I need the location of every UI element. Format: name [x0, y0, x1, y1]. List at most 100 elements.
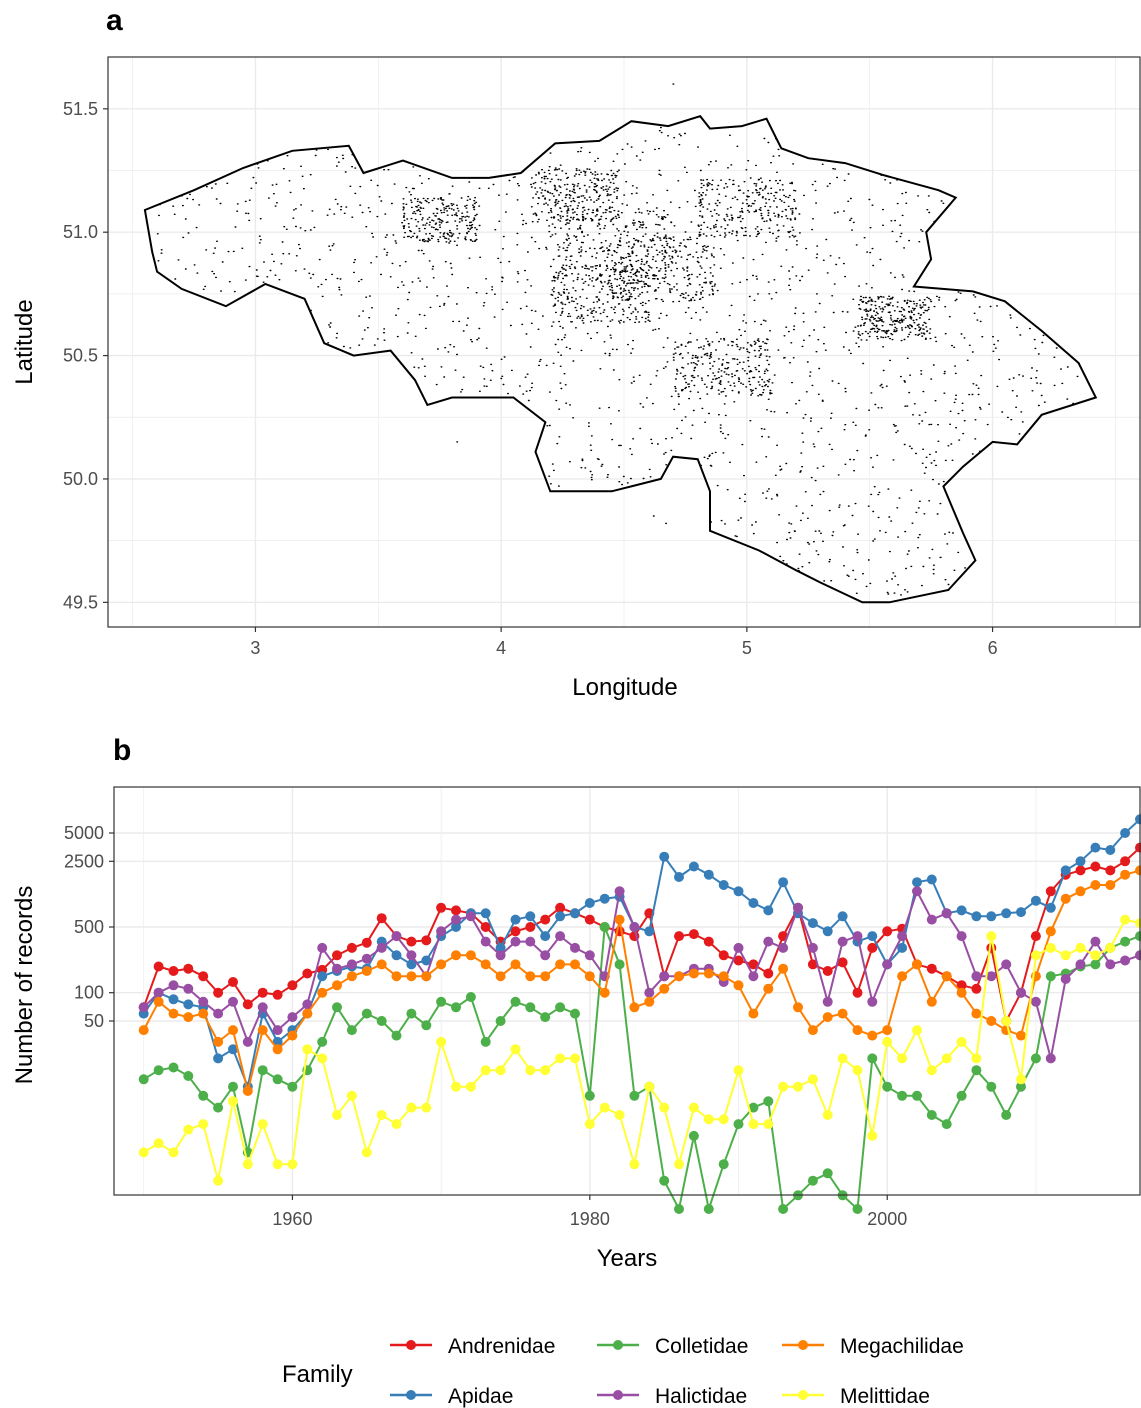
data-point	[1045, 971, 1056, 982]
data-point	[346, 971, 357, 982]
data-point	[837, 957, 848, 968]
data-point	[436, 996, 447, 1007]
data-point	[674, 931, 684, 942]
data-point	[555, 959, 566, 970]
data-point	[837, 936, 848, 947]
data-point	[168, 994, 179, 1005]
data-point	[421, 971, 432, 982]
data-point	[570, 942, 580, 953]
data-point	[317, 1036, 328, 1047]
data-point	[1120, 936, 1131, 947]
data-point	[926, 996, 937, 1007]
data-point	[912, 877, 922, 888]
data-point	[1001, 908, 1012, 919]
data-point	[584, 914, 595, 925]
data-point	[584, 971, 595, 982]
data-point	[510, 996, 521, 1007]
data-point	[912, 959, 922, 970]
data-point	[956, 905, 967, 916]
data-point	[287, 1030, 298, 1041]
data-point	[465, 950, 476, 961]
data-point	[555, 902, 566, 913]
x-tick-label: 4	[496, 638, 506, 658]
data-point	[406, 936, 417, 947]
data-point	[525, 1065, 536, 1076]
data-point	[465, 1081, 476, 1092]
data-point	[272, 989, 283, 1000]
data-point	[1030, 1053, 1041, 1064]
data-point	[555, 911, 566, 922]
panel-b-label: b	[113, 734, 131, 767]
data-point	[971, 983, 982, 994]
data-point	[168, 980, 179, 991]
data-point	[346, 1090, 357, 1101]
series-line	[142, 869, 1141, 1092]
data-point	[153, 961, 164, 972]
data-point	[436, 1036, 447, 1047]
data-point	[480, 936, 491, 947]
y-tick-label: 2500	[64, 851, 104, 871]
data-point	[525, 1002, 536, 1013]
data-point	[614, 959, 625, 970]
data-point	[228, 1044, 238, 1055]
data-point	[718, 1159, 729, 1170]
data-point	[852, 987, 863, 998]
data-point	[495, 942, 506, 953]
data-point	[495, 1065, 506, 1076]
data-point	[153, 1138, 164, 1149]
data-point	[332, 950, 342, 961]
data-point	[941, 1053, 952, 1064]
data-point	[659, 851, 670, 862]
data-point	[391, 931, 402, 942]
data-point	[807, 1025, 818, 1036]
data-point	[525, 936, 536, 947]
data-point	[421, 955, 432, 966]
data-point	[302, 1008, 313, 1019]
y-tick-label: 50	[84, 1011, 104, 1031]
data-point	[272, 1036, 283, 1047]
data-point	[525, 922, 536, 932]
legend-key-point	[406, 1390, 416, 1400]
data-point	[1075, 959, 1086, 970]
data-point	[525, 911, 536, 922]
data-point	[748, 1102, 759, 1113]
data-point	[1090, 861, 1101, 872]
x-tick-label: 1980	[570, 1209, 610, 1229]
data-point	[971, 1053, 982, 1064]
data-point	[465, 992, 476, 1002]
data-point	[822, 966, 833, 976]
data-point	[1016, 1081, 1026, 1092]
panel-a-map	[143, 115, 1098, 604]
record-points	[156, 83, 1081, 596]
panel-a-xlabel: Longitude	[572, 674, 677, 701]
data-point	[837, 1053, 848, 1064]
data-point	[882, 959, 893, 970]
data-point	[986, 911, 997, 922]
series-melittidae	[138, 914, 1141, 1186]
data-point	[436, 926, 447, 937]
data-point	[406, 950, 417, 961]
data-point	[584, 1119, 595, 1130]
data-point	[317, 971, 328, 982]
data-point	[1120, 914, 1131, 925]
panel-b-border	[113, 786, 1141, 1196]
data-point	[778, 942, 789, 953]
series-megachilidae	[138, 865, 1141, 1096]
data-point	[659, 1102, 670, 1113]
panel-b-ticks: 1960 1980 2000 50 100 500 2500 5000	[64, 823, 907, 1229]
data-point	[703, 869, 714, 880]
data-point	[287, 1159, 298, 1170]
data-point	[793, 1081, 803, 1092]
data-point	[837, 911, 848, 922]
data-point	[956, 980, 967, 991]
data-point	[451, 922, 461, 932]
data-point	[421, 935, 432, 946]
data-point	[361, 953, 372, 964]
legend-key-point	[406, 1340, 416, 1350]
data-point	[926, 914, 937, 925]
legend-item-halictidae: Halictidae	[597, 1385, 747, 1408]
data-point	[718, 1114, 729, 1125]
data-point	[807, 1074, 818, 1085]
x-tick-label: 2000	[867, 1209, 907, 1229]
data-point	[213, 1102, 224, 1113]
